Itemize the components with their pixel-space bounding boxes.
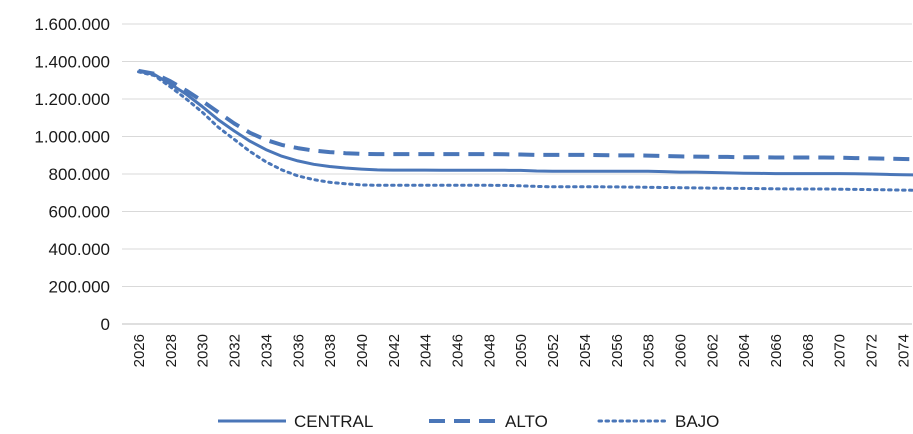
x-tick-label: 2026 (131, 334, 148, 367)
y-tick-label: 400.000 (49, 240, 110, 259)
y-tick-label: 1.000.000 (34, 128, 110, 147)
x-tick-label: 2062 (704, 334, 721, 367)
x-tick-label: 2072 (864, 334, 881, 367)
y-tick-label: 1.600.000 (34, 15, 110, 34)
legend-label-alto: ALTO (505, 412, 548, 431)
series-lines (137, 68, 913, 192)
x-tick-label: 2036 (290, 334, 307, 367)
legend-label-central: CENTRAL (294, 412, 373, 431)
x-tick-label: 2028 (163, 334, 180, 367)
x-tick-label: 2034 (258, 334, 275, 367)
x-tick-label: 2032 (227, 334, 244, 367)
x-tick-label: 2058 (641, 334, 658, 367)
gridlines (122, 23, 912, 287)
x-tick-label: 2074 (895, 334, 912, 367)
y-tick-label: 0 (101, 315, 110, 334)
x-tick-label: 2060 (673, 334, 690, 367)
y-axis-ticks: 0 200.000 400.000 600.000 800.000 1.000.000 1.… (34, 15, 110, 334)
x-tick-label: 2052 (545, 334, 562, 367)
x-axis-ticks: 2026 2028 2030 2032 2034 2036 2038 2040 2042 2044… (131, 334, 912, 367)
series-line-alto (138, 68, 913, 162)
legend: CENTRAL ALTO BAJO (218, 412, 719, 431)
y-tick-label: 600.000 (49, 203, 110, 222)
x-tick-label: 2070 (832, 334, 849, 367)
x-tick-label: 2054 (577, 334, 594, 367)
x-tick-label: 2038 (322, 334, 339, 367)
x-tick-label: 2050 (513, 334, 530, 367)
series-line-bajo (137, 70, 913, 192)
legend-label-bajo: BAJO (675, 412, 719, 431)
x-tick-label: 2044 (418, 334, 435, 367)
series-line-central (138, 69, 913, 177)
y-tick-label: 200.000 (49, 278, 110, 297)
x-tick-label: 2056 (609, 334, 626, 367)
x-tick-label: 2048 (481, 334, 498, 367)
x-tick-label: 2030 (195, 334, 212, 367)
x-tick-label: 2064 (736, 334, 753, 367)
y-tick-label: 1.200.000 (34, 90, 110, 109)
x-tick-label: 2066 (768, 334, 785, 367)
x-tick-label: 2068 (800, 334, 817, 367)
y-tick-label: 800.000 (49, 165, 110, 184)
x-tick-label: 2042 (386, 334, 403, 367)
y-tick-label: 1.400.000 (34, 53, 110, 72)
x-tick-label: 2046 (450, 334, 467, 367)
x-tick-label: 2040 (354, 334, 371, 367)
